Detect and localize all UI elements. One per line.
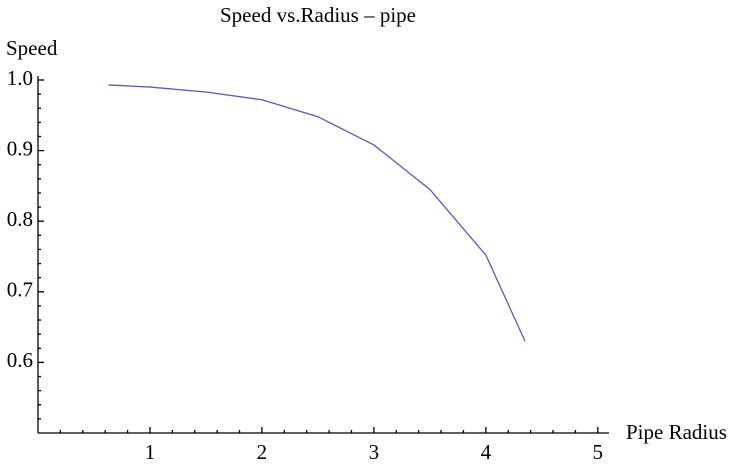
y-tick-label: 1.0 — [7, 66, 33, 90]
x-tick-label: 4 — [481, 440, 492, 464]
chart-title: Speed vs.Radius – pipe — [220, 3, 416, 27]
x-tick-label: 1 — [145, 440, 156, 464]
y-tick-label: 0.7 — [7, 278, 33, 302]
y-axis-label: Speed — [6, 36, 58, 60]
x-tick-label: 2 — [257, 440, 268, 464]
x-tick-label: 5 — [593, 440, 604, 464]
y-tick-label: 0.9 — [7, 136, 33, 160]
y-tick-label: 0.8 — [7, 207, 33, 231]
y-tick-label: 0.6 — [7, 348, 33, 372]
line — [108, 84, 526, 342]
x-axis-label: Pipe Radius — [626, 420, 727, 444]
x-tick-label: 3 — [369, 440, 380, 464]
